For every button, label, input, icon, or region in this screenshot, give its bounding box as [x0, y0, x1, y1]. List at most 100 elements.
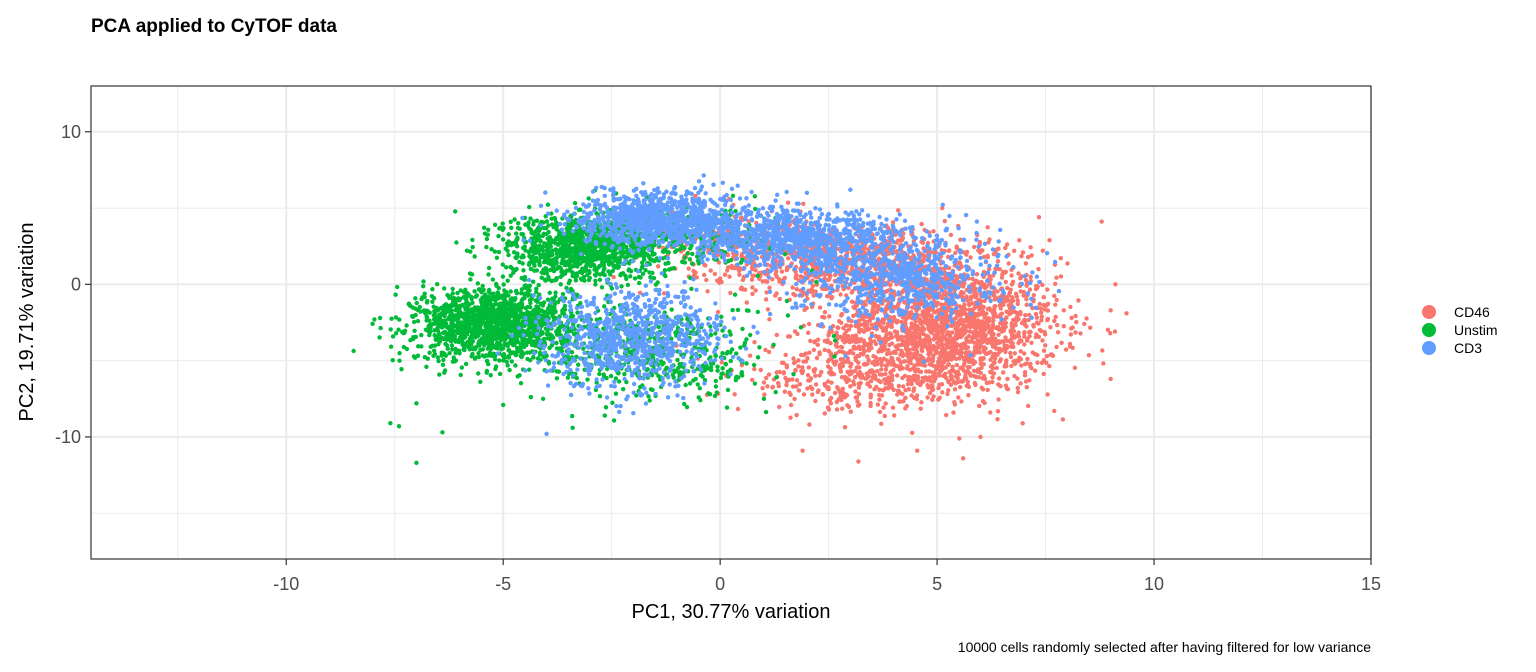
data-point: [1009, 333, 1015, 338]
data-point: [485, 353, 490, 358]
data-point: [480, 347, 486, 352]
data-point: [942, 218, 947, 224]
data-point: [837, 363, 842, 368]
data-point: [527, 305, 533, 310]
data-point: [515, 302, 521, 308]
data-point: [513, 363, 518, 368]
data-point: [1015, 298, 1020, 303]
data-point: [406, 302, 411, 307]
data-point: [941, 324, 946, 329]
data-point: [399, 367, 404, 372]
data-point: [1108, 308, 1113, 313]
data-point: [810, 392, 815, 397]
data-point: [432, 351, 438, 357]
data-point: [499, 347, 504, 352]
data-point: [946, 378, 951, 383]
data-point: [793, 275, 798, 281]
data-point: [827, 314, 832, 319]
data-point: [1008, 354, 1014, 360]
data-point: [1022, 342, 1027, 347]
data-point: [1004, 343, 1010, 349]
data-point: [879, 421, 884, 426]
data-point: [502, 288, 507, 293]
data-point: [807, 350, 812, 355]
data-point: [486, 227, 491, 232]
data-point: [944, 339, 949, 345]
data-point: [1008, 350, 1013, 356]
data-point: [1024, 361, 1030, 366]
data-point: [868, 403, 873, 409]
data-point: [372, 317, 377, 322]
data-point: [686, 266, 691, 271]
data-point: [861, 362, 867, 367]
data-point: [450, 347, 455, 352]
data-point: [1001, 370, 1006, 375]
data-point: [932, 345, 937, 350]
data-point: [1006, 303, 1011, 308]
data-point: [797, 382, 803, 387]
data-point: [1029, 253, 1034, 258]
data-point: [447, 351, 452, 356]
data-point: [486, 272, 491, 277]
data-point: [783, 352, 788, 358]
data-point: [790, 285, 795, 290]
data-point: [458, 372, 463, 378]
data-point: [943, 365, 948, 370]
data-point: [1053, 314, 1058, 320]
data-point: [1029, 340, 1034, 345]
data-point: [487, 301, 492, 307]
data-point: [401, 344, 407, 350]
data-point: [1073, 330, 1078, 335]
data-point: [1037, 327, 1043, 333]
data-point: [484, 323, 490, 329]
chart-title: PCA applied to CyTOF data: [91, 16, 337, 37]
data-point: [826, 348, 832, 354]
data-point: [1019, 274, 1024, 279]
data-point: [800, 365, 805, 370]
data-point: [796, 388, 802, 393]
data-point: [545, 328, 550, 334]
data-point: [740, 287, 746, 292]
data-point: [397, 351, 402, 356]
data-point: [883, 401, 888, 406]
data-point: [492, 308, 497, 313]
data-point: [449, 317, 454, 323]
data-point: [912, 339, 917, 345]
data-point: [910, 305, 915, 310]
data-point: [500, 274, 506, 279]
data-point: [975, 369, 980, 374]
data-point: [526, 339, 531, 344]
data-point: [992, 360, 997, 365]
data-point: [1073, 313, 1078, 319]
data-point: [873, 341, 879, 347]
data-point: [913, 325, 918, 331]
data-point: [838, 292, 843, 297]
data-point: [879, 325, 884, 330]
data-point: [783, 375, 788, 381]
data-point: [974, 374, 979, 380]
data-point: [418, 309, 423, 314]
data-point: [505, 322, 510, 327]
data-point: [961, 363, 966, 368]
data-point: [554, 376, 560, 381]
data-point: [924, 333, 929, 339]
data-point: [389, 316, 394, 321]
data-point: [861, 339, 866, 345]
data-point: [948, 232, 954, 238]
data-point: [812, 367, 818, 372]
data-point: [793, 293, 798, 298]
data-point: [930, 397, 935, 402]
data-point: [931, 229, 936, 234]
data-point: [1045, 316, 1051, 322]
data-point: [969, 339, 974, 344]
data-point: [857, 329, 862, 335]
data-point: [855, 345, 861, 351]
data-point: [811, 347, 817, 353]
data-point: [890, 405, 896, 410]
data-point: [801, 201, 806, 206]
data-point: [1016, 330, 1021, 335]
data-point: [480, 353, 485, 358]
data-point: [436, 316, 441, 321]
data-point: [878, 379, 883, 385]
